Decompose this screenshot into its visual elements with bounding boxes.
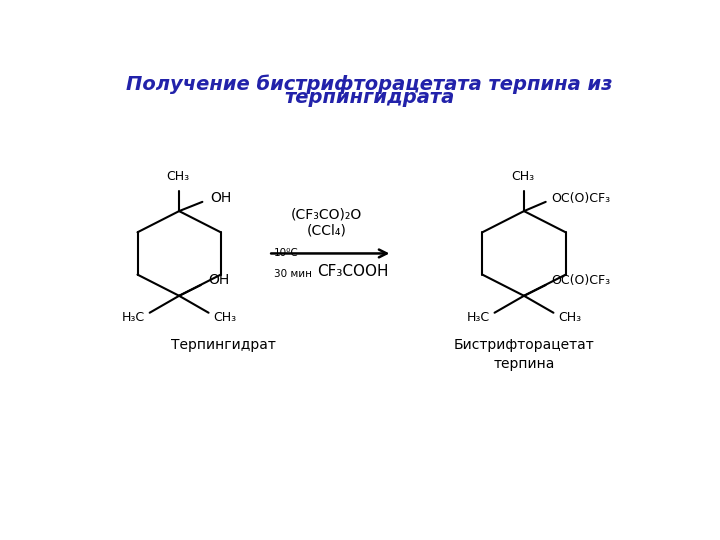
Text: H₃C: H₃C [467,311,490,324]
Text: CH₃: CH₃ [558,311,581,324]
Text: (CCl₄): (CCl₄) [307,224,346,238]
Text: OC(O)CF₃: OC(O)CF₃ [551,274,611,287]
Text: 10⁰C: 10⁰C [274,248,298,258]
Text: CH₃: CH₃ [511,171,534,184]
Text: OH: OH [210,191,231,205]
Text: OH: OH [209,273,230,287]
Text: CH₃: CH₃ [213,311,236,324]
Text: OC(O)CF₃: OC(O)CF₃ [551,192,611,205]
Text: (CF₃CO)₂O: (CF₃CO)₂O [291,208,362,222]
Text: 30 мин: 30 мин [274,269,312,279]
Text: CF₃COOH: CF₃COOH [317,264,389,279]
Text: Бистрифторацетат
терпина: Бистрифторацетат терпина [454,338,595,370]
Text: CH₃: CH₃ [166,171,189,184]
Text: Получение бистрифторацетата терпина из: Получение бистрифторацетата терпина из [126,75,612,94]
Text: H₃C: H₃C [122,311,145,324]
Text: терпингидрата: терпингидрата [284,89,454,107]
Text: Терпингидрат: Терпингидрат [171,338,276,352]
